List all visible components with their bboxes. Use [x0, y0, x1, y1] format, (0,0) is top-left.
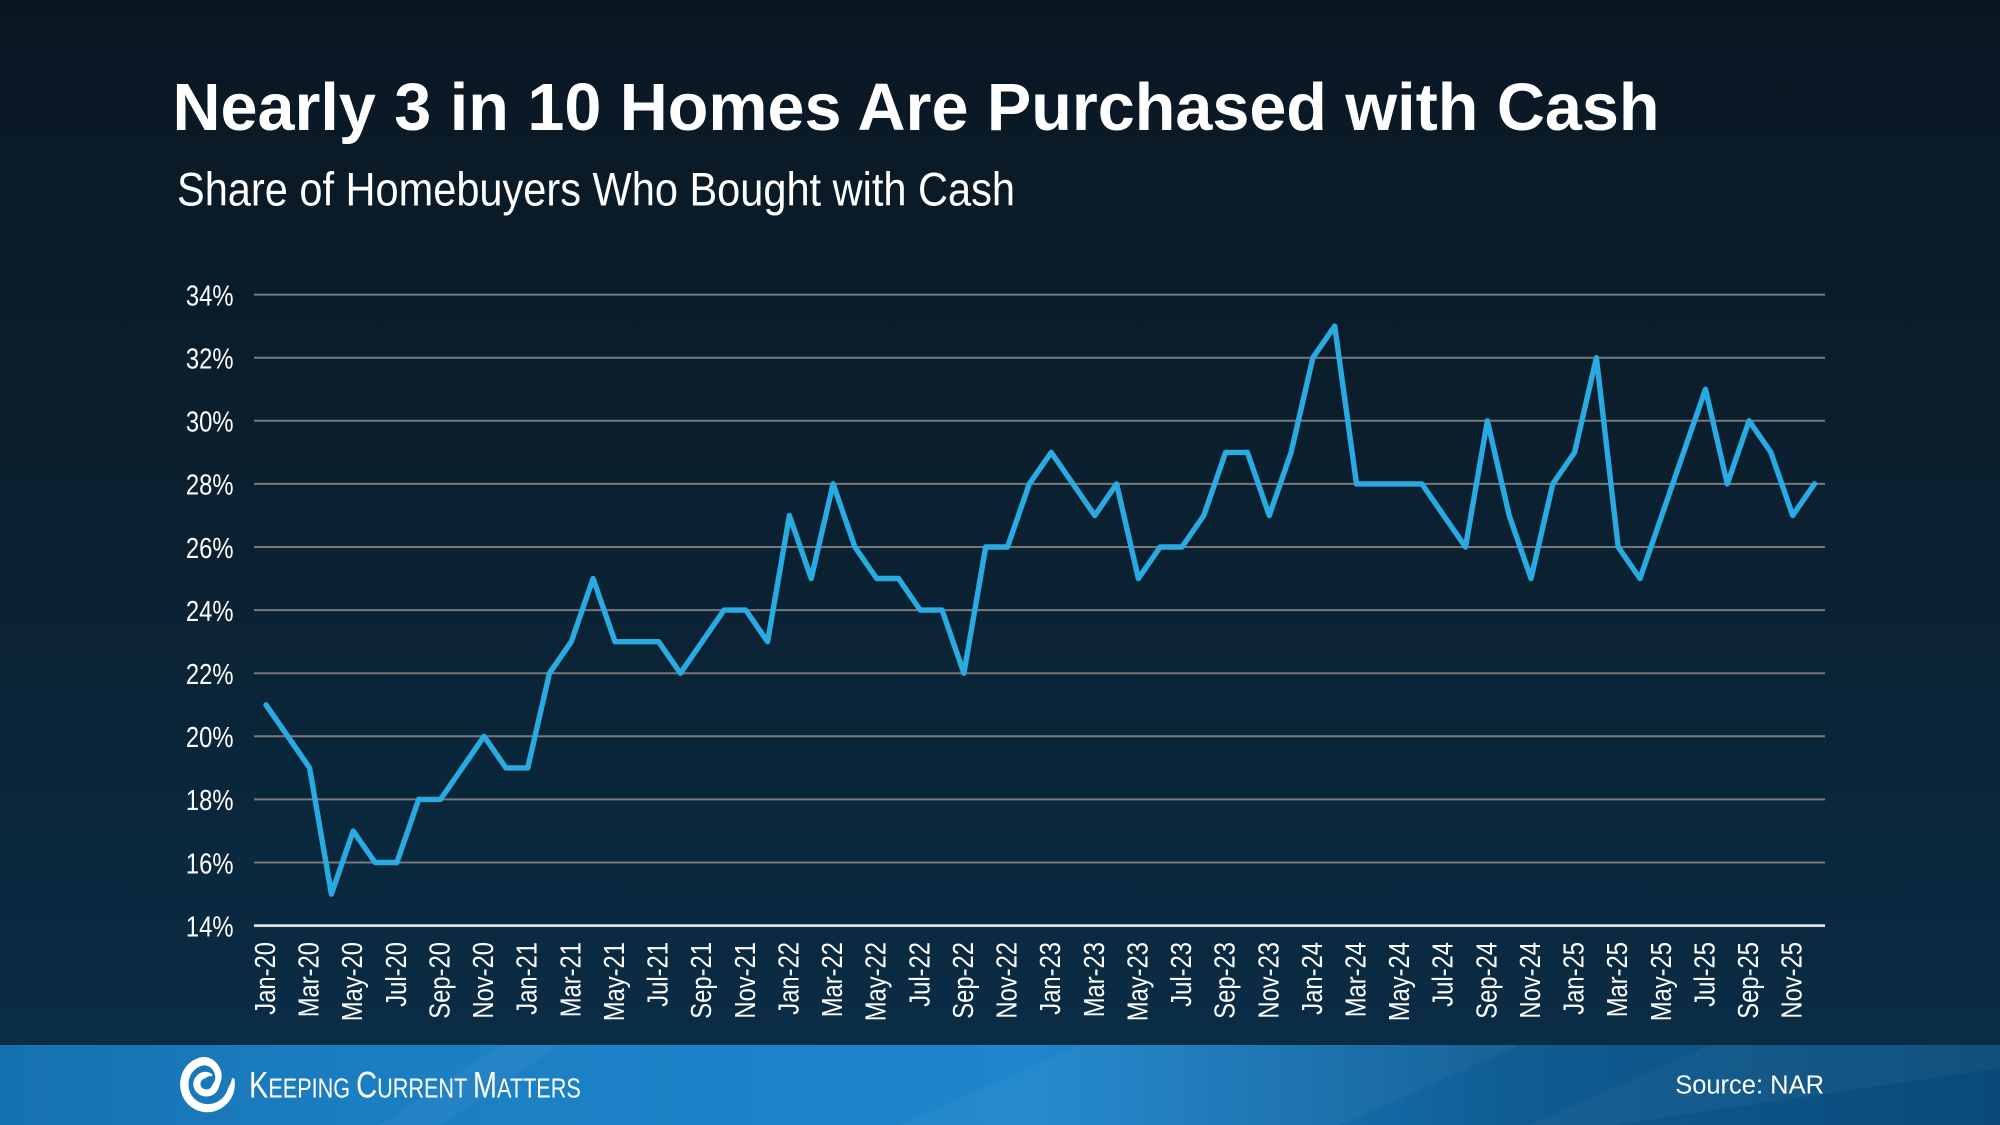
svg-text:Nov-21: Nov-21	[730, 942, 762, 1019]
svg-text:Mar-25: Mar-25	[1602, 942, 1634, 1017]
svg-text:Jul-24: Jul-24	[1428, 942, 1460, 1007]
svg-text:14%: 14%	[186, 911, 234, 943]
svg-text:Jan-23: Jan-23	[1035, 942, 1067, 1015]
svg-text:Jul-20: Jul-20	[381, 942, 413, 1007]
svg-text:May-23: May-23	[1122, 942, 1154, 1021]
svg-text:Mar-20: Mar-20	[294, 942, 326, 1017]
svg-text:34%: 34%	[186, 280, 234, 312]
svg-text:May-20: May-20	[337, 942, 369, 1021]
svg-text:Jan-21: Jan-21	[512, 942, 544, 1015]
svg-text:Jan-24: Jan-24	[1297, 942, 1329, 1015]
svg-text:Mar-23: Mar-23	[1079, 942, 1111, 1017]
svg-text:Sep-22: Sep-22	[948, 942, 980, 1019]
svg-text:24%: 24%	[186, 596, 234, 628]
svg-text:Mar-22: Mar-22	[817, 942, 849, 1017]
svg-text:Sep-20: Sep-20	[425, 942, 457, 1019]
svg-text:Jan-22: Jan-22	[773, 942, 805, 1015]
svg-text:KEEPING CURRENT MATTERS: KEEPING CURRENT MATTERS	[249, 1065, 581, 1106]
svg-text:Sep-24: Sep-24	[1471, 942, 1503, 1019]
svg-text:30%: 30%	[186, 407, 234, 439]
svg-text:Source: NAR: Source: NAR	[1675, 1072, 1824, 1100]
svg-text:May-24: May-24	[1384, 942, 1416, 1021]
svg-text:26%: 26%	[186, 533, 234, 565]
svg-text:20%: 20%	[186, 722, 234, 754]
svg-text:Nearly 3 in 10 Homes Are Purch: Nearly 3 in 10 Homes Are Purchased with …	[173, 71, 1660, 145]
svg-text:Jan-20: Jan-20	[250, 942, 282, 1015]
svg-text:16%: 16%	[186, 848, 234, 880]
svg-text:Jul-25: Jul-25	[1690, 942, 1722, 1007]
svg-text:Jul-21: Jul-21	[643, 942, 675, 1007]
svg-text:32%: 32%	[186, 344, 234, 376]
svg-text:Mar-21: Mar-21	[555, 942, 587, 1017]
svg-text:Nov-22: Nov-22	[992, 942, 1024, 1019]
svg-text:May-22: May-22	[861, 942, 893, 1021]
svg-text:22%: 22%	[186, 659, 234, 691]
svg-text:Jul-22: Jul-22	[904, 942, 936, 1007]
svg-text:Jul-23: Jul-23	[1166, 942, 1198, 1007]
svg-text:18%: 18%	[186, 785, 234, 817]
svg-text:Nov-25: Nov-25	[1777, 942, 1809, 1019]
svg-text:Sep-21: Sep-21	[686, 942, 718, 1019]
svg-text:May-21: May-21	[599, 942, 631, 1021]
svg-text:Sep-23: Sep-23	[1210, 942, 1242, 1019]
svg-text:Share of Homebuyers Who Bought: Share of Homebuyers Who Bought with Cash	[177, 164, 1015, 217]
svg-text:Mar-24: Mar-24	[1341, 942, 1373, 1017]
svg-text:Sep-25: Sep-25	[1733, 942, 1765, 1019]
svg-text:Nov-23: Nov-23	[1253, 942, 1285, 1019]
svg-text:Jan-25: Jan-25	[1559, 942, 1591, 1015]
svg-text:Nov-20: Nov-20	[468, 942, 500, 1019]
svg-text:Nov-24: Nov-24	[1515, 942, 1547, 1019]
svg-text:28%: 28%	[186, 470, 234, 502]
svg-text:May-25: May-25	[1646, 942, 1678, 1021]
